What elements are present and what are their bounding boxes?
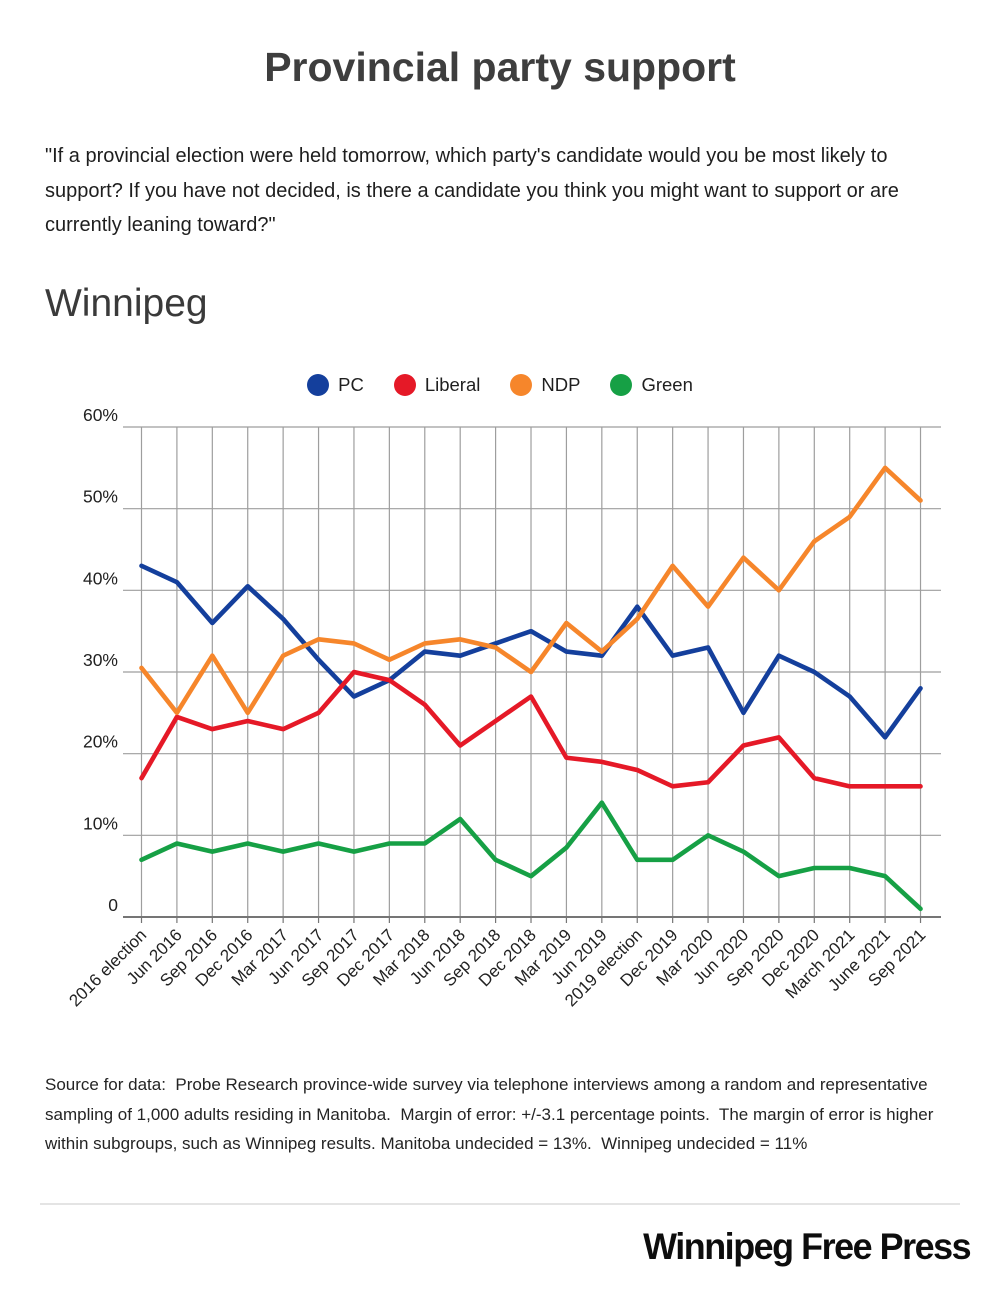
- green-legend-dot-icon: [610, 374, 633, 396]
- y-axis-tick-label: 40%: [83, 568, 118, 588]
- liberal-series-line: [139, 669, 923, 789]
- ndp-series-line: [139, 465, 923, 716]
- legend-item-green: Green: [610, 374, 693, 396]
- green-series-line: [139, 800, 923, 912]
- legend-label: PC: [338, 374, 364, 395]
- y-axis-tick-label: 0: [108, 895, 118, 915]
- pc-series-line: [139, 563, 923, 740]
- chart-region-heading: Winnipeg: [45, 282, 208, 325]
- legend-item-pc: PC: [307, 374, 364, 396]
- y-axis-tick-label: 30%: [83, 650, 118, 670]
- page-title: Provincial party support: [264, 44, 736, 90]
- survey-question: "If a provincial election were held tomo…: [45, 145, 899, 236]
- liberal-legend-dot-icon: [393, 374, 416, 396]
- y-axis-tick-label: 20%: [83, 732, 118, 752]
- pc-legend-dot-icon: [307, 374, 330, 396]
- chart-legend: PC Liberal NDP Green: [0, 374, 1000, 396]
- ndp-legend-dot-icon: [510, 374, 533, 396]
- y-axis-tick-label: 50%: [83, 487, 118, 507]
- y-axis-tick-label: 10%: [83, 813, 118, 833]
- footer-divider: [40, 1203, 960, 1205]
- legend-item-liberal: Liberal: [393, 374, 481, 396]
- legend-label: Liberal: [424, 374, 481, 395]
- publisher-logo: Winnipeg Free Press: [642, 1226, 972, 1267]
- source-note: Source for data: Probe Research province…: [45, 1075, 939, 1153]
- legend-label: Green: [641, 374, 693, 395]
- legend-item-ndp: NDP: [510, 374, 580, 396]
- y-axis-tick-label: 60%: [83, 405, 118, 425]
- legend-label: NDP: [541, 374, 581, 395]
